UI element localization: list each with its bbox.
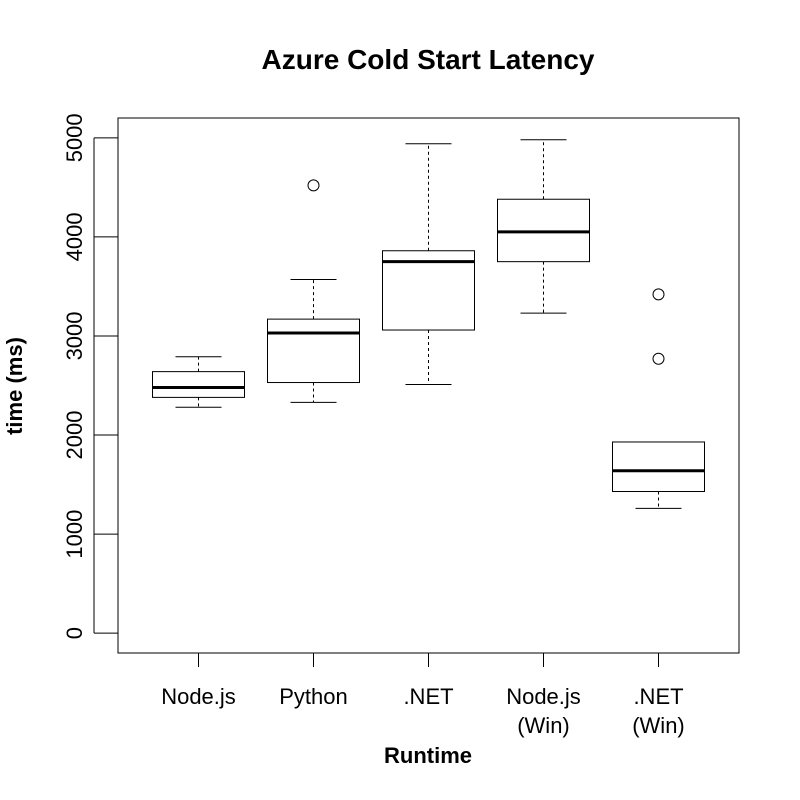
- y-tick-label: 1000: [62, 510, 87, 559]
- box-iqr: [152, 371, 245, 398]
- x-tick-label: .NET: [403, 684, 453, 709]
- y-axis: 0 1000 2000 3000 4000 5000: [62, 113, 118, 639]
- x-tick-label: (Win): [632, 713, 685, 738]
- boxes-group: [152, 139, 705, 509]
- box-iqr: [267, 318, 360, 384]
- box-item: [267, 179, 360, 403]
- box-item: [497, 139, 590, 314]
- outlier-point: [652, 288, 665, 301]
- y-tick-label: 4000: [62, 212, 87, 261]
- x-tick-label: (Win): [517, 713, 570, 738]
- y-tick-label: 5000: [62, 113, 87, 162]
- y-tick-label: 0: [62, 627, 87, 639]
- x-tick-label: Node.js: [161, 684, 236, 709]
- chart-title: Azure Cold Start Latency: [262, 44, 595, 75]
- box-item: [612, 288, 705, 509]
- box-iqr: [612, 441, 705, 493]
- x-axis: Node.js Python .NET Node.js (Win) .NET (Win): [161, 652, 685, 738]
- x-axis-title: Runtime: [384, 743, 472, 768]
- y-axis-title: time (ms): [2, 337, 27, 435]
- x-tick-label: .NET: [633, 684, 683, 709]
- x-tick-label: Python: [279, 684, 348, 709]
- box-iqr: [382, 250, 475, 331]
- outlier-point: [652, 352, 665, 365]
- y-tick-label: 2000: [62, 411, 87, 460]
- box-item: [152, 356, 245, 408]
- x-tick-label: Node.js: [506, 684, 581, 709]
- y-tick-label: 3000: [62, 311, 87, 360]
- outlier-point: [307, 179, 320, 192]
- box-item: [382, 143, 475, 386]
